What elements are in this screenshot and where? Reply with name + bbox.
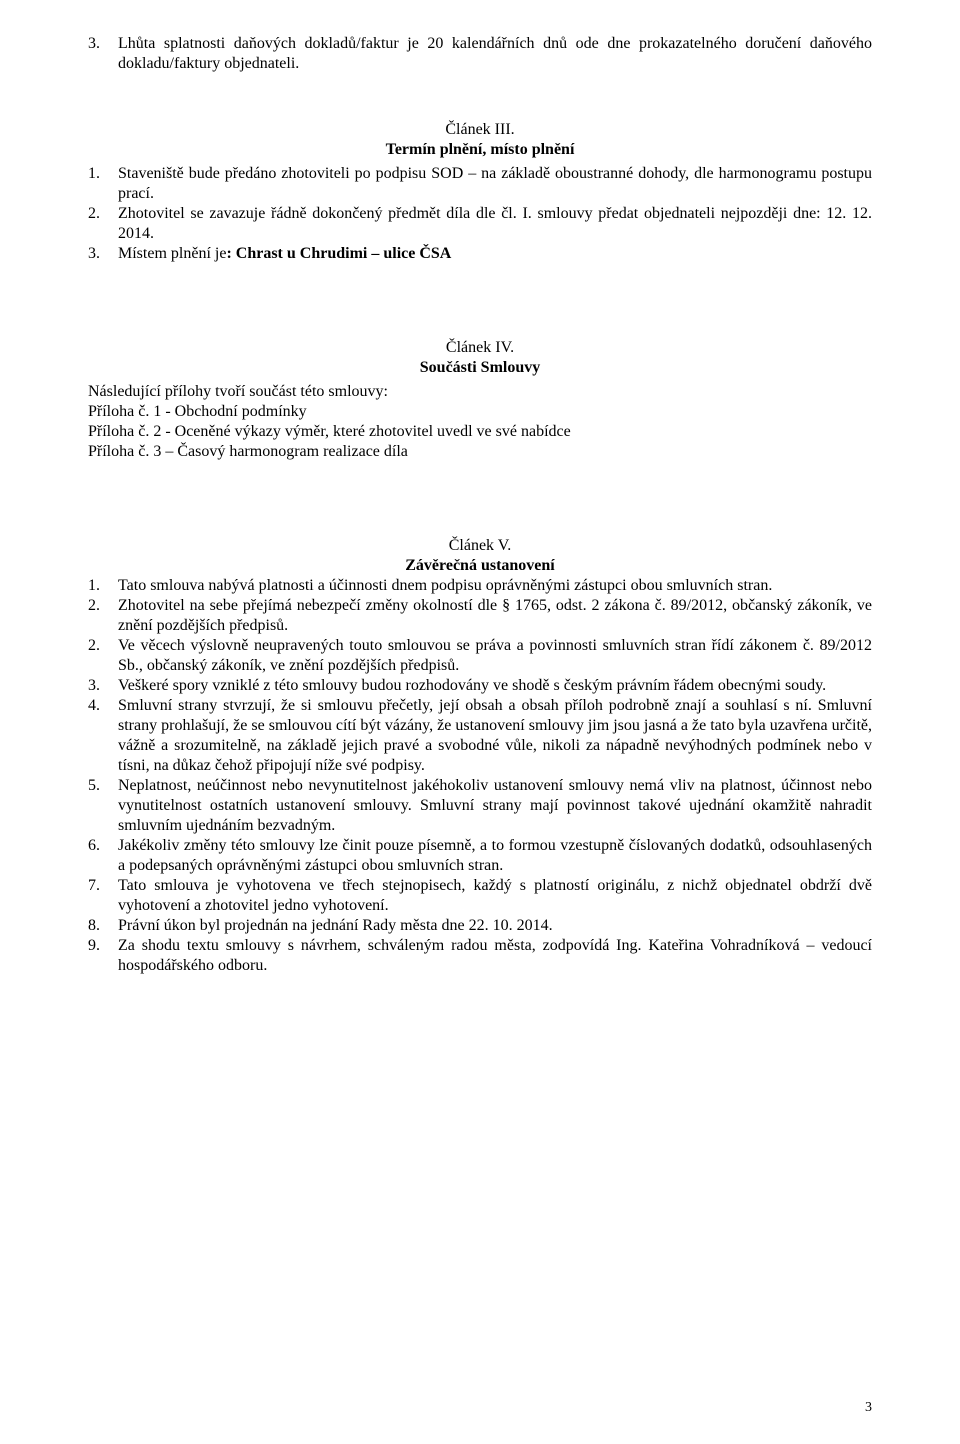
article-5-item-6: 6. Jakékoliv změny této smlouvy lze čini… (88, 836, 872, 876)
list-number: 2. (88, 204, 118, 224)
list-number: 3. (88, 676, 118, 696)
list-text: Ve věcech výslovně neupravených touto sm… (118, 636, 872, 676)
article-5-item-3: 3. Veškeré spory vzniklé z této smlouvy … (88, 676, 872, 696)
article-4-line-4: Příloha č. 3 – Časový harmonogram realiz… (88, 442, 872, 462)
list-text: Právní úkon byl projednán na jednání Rad… (118, 916, 872, 936)
article-3-title: Článek III. (88, 120, 872, 140)
list-text: Zhotovitel se zavazuje řádně dokončený p… (118, 204, 872, 244)
list-text: Tato smlouva je vyhotovena ve třech stej… (118, 876, 872, 916)
article-5-item-4: 4. Smluvní strany stvrzují, že si smlouv… (88, 696, 872, 776)
article-3-item-2: 2. Zhotovitel se zavazuje řádně dokončen… (88, 204, 872, 244)
list-text: Neplatnost, neúčinnost nebo nevynutiteln… (118, 776, 872, 836)
article-5-title: Článek V. (88, 536, 872, 556)
list-text: Za shodu textu smlouvy s návrhem, schvál… (118, 936, 872, 976)
list-text: Tato smlouva nabývá platnosti a účinnost… (118, 576, 872, 596)
list-number: 1. (88, 164, 118, 184)
list-text: Staveniště bude předáno zhotoviteli po p… (118, 164, 872, 204)
article-3-item-1: 1. Staveniště bude předáno zhotoviteli p… (88, 164, 872, 204)
page-number: 3 (865, 1399, 872, 1417)
list-text: Jakékoliv změny této smlouvy lze činit p… (118, 836, 872, 876)
article-5-item-8: 8. Právní úkon byl projednán na jednání … (88, 916, 872, 936)
article-3-item-3: 3. Místem plnění je: Chrast u Chrudimi –… (88, 244, 872, 264)
article-5-subtitle: Závěrečná ustanovení (88, 556, 872, 576)
list-number: 9. (88, 936, 118, 956)
list-number: 2. (88, 596, 118, 616)
list-number: 5. (88, 776, 118, 796)
article-4-line-3: Příloha č. 2 - Oceněné výkazy výměr, kte… (88, 422, 872, 442)
list-text: Zhotovitel na sebe přejímá nebezpečí změ… (118, 596, 872, 636)
text-bold: : Chrast u Chrudimi – ulice ČSA (226, 245, 451, 262)
article-4-line-2: Příloha č. 1 - Obchodní podmínky (88, 402, 872, 422)
article-5-item-1: 1. Tato smlouva nabývá platnosti a účinn… (88, 576, 872, 596)
list-number: 1. (88, 576, 118, 596)
list-text: Smluvní strany stvrzují, že si smlouvu p… (118, 696, 872, 776)
list-number: 3. (88, 244, 118, 264)
list-text: Veškeré spory vzniklé z této smlouvy bud… (118, 676, 872, 696)
paragraph-a2-3: 3. Lhůta splatnosti daňových dokladů/fak… (88, 34, 872, 74)
article-5-item-5: 5. Neplatnost, neúčinnost nebo nevynutit… (88, 776, 872, 836)
list-number: 4. (88, 696, 118, 716)
article-5-item-2b: 2. Ve věcech výslovně neupravených touto… (88, 636, 872, 676)
article-4-title: Článek IV. (88, 338, 872, 358)
article-4-subtitle: Součásti Smlouvy (88, 358, 872, 378)
article-3-subtitle: Termín plnění, místo plnění (88, 140, 872, 160)
list-number: 6. (88, 836, 118, 856)
list-text: Místem plnění je: Chrast u Chrudimi – ul… (118, 244, 872, 264)
list-number: 3. (88, 34, 118, 54)
article-5-item-2: 2. Zhotovitel na sebe přejímá nebezpečí … (88, 596, 872, 636)
list-number: 2. (88, 636, 118, 656)
list-number: 7. (88, 876, 118, 896)
list-text: Lhůta splatnosti daňových dokladů/faktur… (118, 34, 872, 74)
article-4-line-1: Následující přílohy tvoří součást této s… (88, 382, 872, 402)
article-5-item-7: 7. Tato smlouva je vyhotovena ve třech s… (88, 876, 872, 916)
text-prefix: Místem plnění je (118, 245, 226, 262)
page: 3. Lhůta splatnosti daňových dokladů/fak… (0, 0, 960, 1444)
list-number: 8. (88, 916, 118, 936)
article-5-item-9: 9. Za shodu textu smlouvy s návrhem, sch… (88, 936, 872, 976)
